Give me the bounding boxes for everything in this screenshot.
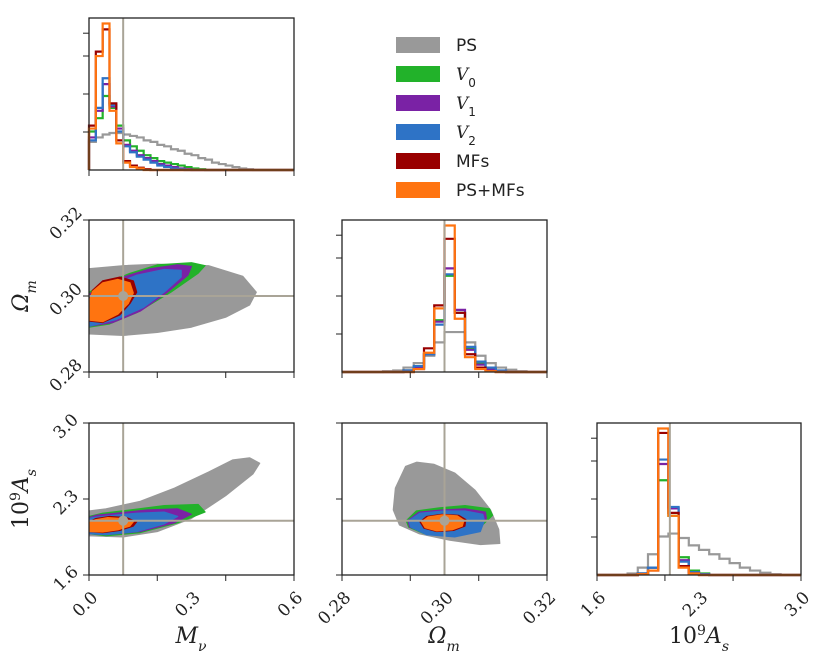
joint-panel-As_vs_Mnu: [83, 422, 295, 581]
hist-As-V1: [597, 462, 801, 577]
y-tick-label-As: 2.3: [50, 486, 83, 519]
legend-swatch-PSMFs: [396, 182, 440, 198]
x-tick-label-As: 3.0: [781, 588, 814, 621]
x-tick-label-As: 1.6: [577, 588, 610, 621]
contour-group: [89, 262, 257, 336]
y-tick-label-Om: 0.28: [46, 355, 87, 396]
hist-As-V2: [597, 458, 801, 577]
legend-label-main: V: [456, 123, 470, 143]
hist-Mnu-MFs: [87, 28, 294, 172]
marginal-panel-Mnu: [83, 17, 295, 176]
legend-label-main: V: [456, 65, 470, 85]
legend-label-MFs: MFs: [456, 152, 489, 172]
y-tick-label-Om: 0.30: [46, 279, 87, 320]
y-axis-label-As: 109As: [8, 469, 40, 529]
hist-Mnu-PSMFs: [87, 22, 294, 172]
legend-swatch-MFs: [396, 153, 440, 169]
y-axis-label-Om: Ωm: [9, 280, 40, 313]
label-sub: s: [722, 639, 729, 655]
x-tick-label-Mnu: 0.6: [274, 588, 307, 621]
label-tail: A: [9, 476, 34, 494]
x-axis-label-As: 109As: [669, 623, 729, 655]
legend-label-V1: V1: [456, 94, 476, 119]
truth-marker: [439, 515, 450, 526]
x-tick-label-Om: 0.30: [417, 588, 458, 629]
panel-frame: [596, 422, 802, 576]
contour-group: [89, 457, 261, 538]
y-tick-label-As: 3.0: [50, 410, 83, 443]
marginal-panel-As: [591, 422, 802, 581]
x-tick-label-Om: 0.28: [314, 588, 355, 629]
label-main: 10: [9, 501, 34, 529]
x-axis-label-Mnu: Mν: [174, 624, 207, 655]
marginal-panel-Om: [336, 219, 548, 378]
legend-label-PSMFs: PS+MFs: [456, 181, 525, 201]
legend-label-sub: 2: [468, 134, 476, 148]
truth-marker: [118, 515, 129, 526]
legend-label-sub: 1: [468, 105, 476, 119]
legend-label-sub: 0: [468, 76, 476, 90]
label-main: Ω: [9, 294, 34, 313]
label-sub: s: [24, 469, 40, 476]
label-main: Ω: [427, 624, 446, 649]
legend-swatch-V1: [396, 95, 440, 111]
x-tick-label-Om: 0.32: [519, 588, 560, 629]
joint-panel-Om_vs_Mnu: [83, 219, 295, 378]
contour-group: [392, 461, 501, 546]
hist-As-PS: [597, 532, 801, 577]
label-sup: 9: [8, 492, 24, 501]
joint-panel-As_vs_Om: [336, 422, 548, 581]
y-tick-label-As: 1.6: [50, 562, 83, 595]
label-sub: ν: [198, 639, 207, 655]
truth-marker: [118, 291, 129, 301]
legend-label-main: V: [456, 94, 470, 114]
hist-As-MFs: [597, 431, 801, 577]
hist-As-PSMFs: [597, 427, 801, 577]
legend-swatch-PS: [396, 37, 440, 53]
legend-swatch-V2: [396, 124, 440, 140]
hist-Mnu-PS: [87, 131, 294, 172]
y-tick-label-Om: 0.32: [46, 203, 87, 244]
x-tick-label-As: 2.3: [679, 588, 712, 621]
label-main: 10: [669, 624, 697, 649]
label-sup: 9: [697, 623, 706, 639]
x-tick-label-Mnu: 0.0: [69, 588, 102, 621]
legend-swatch-V0: [396, 66, 440, 82]
legend-label-V0: V0: [456, 65, 476, 90]
label-sub: m: [446, 639, 459, 655]
legend-label-PS: PS: [456, 36, 477, 56]
legend-label-V2: V2: [456, 123, 476, 148]
hist-As-V0: [597, 479, 801, 577]
hist-Mnu-V1: [87, 83, 294, 172]
x-axis-label-Om: Ωm: [427, 624, 460, 655]
label-sub: m: [24, 280, 40, 293]
label-tail: A: [704, 624, 722, 649]
x-tick-label-Mnu: 0.3: [171, 588, 204, 621]
label-main: M: [174, 624, 198, 649]
panel-frame: [88, 17, 295, 171]
